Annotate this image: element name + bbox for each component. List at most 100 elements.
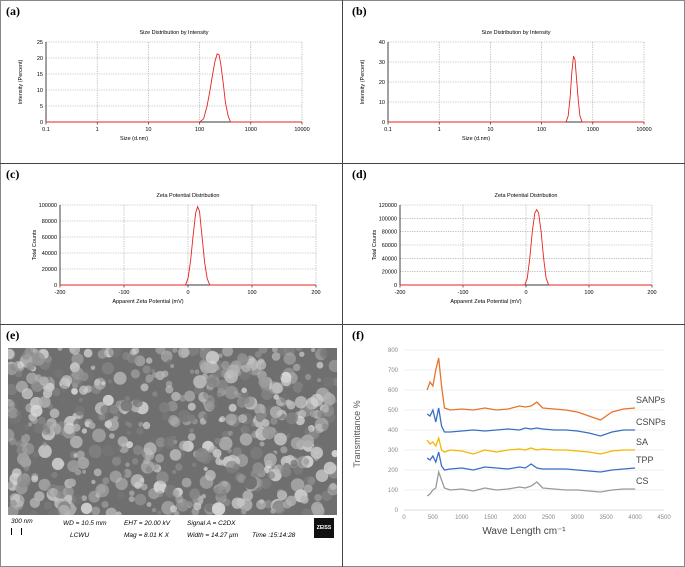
sem-particle bbox=[24, 348, 36, 358]
sem-particle bbox=[172, 489, 180, 497]
sem-particle bbox=[133, 445, 143, 455]
sem-particle bbox=[153, 480, 167, 494]
x-tick-label: 1 bbox=[96, 127, 99, 133]
y-tick-label: 100 bbox=[388, 488, 399, 494]
sem-particle bbox=[254, 403, 266, 416]
sem-particle bbox=[320, 348, 332, 360]
sem-particle bbox=[15, 370, 23, 378]
series-line bbox=[388, 55, 644, 123]
sem-particle bbox=[329, 482, 337, 490]
sem-particle bbox=[16, 361, 24, 369]
sem-signal: Signal A = C2DX bbox=[187, 520, 236, 527]
sem-particle bbox=[203, 388, 215, 401]
sem-particle bbox=[290, 459, 298, 467]
x-tick-label: -200 bbox=[54, 290, 65, 296]
sem-particle bbox=[315, 469, 329, 482]
y-tick-label: 80000 bbox=[382, 230, 397, 236]
x-axis-label: Apparent Zeta Potential (mV) bbox=[450, 299, 521, 305]
sem-particle bbox=[277, 348, 287, 356]
sem-particle bbox=[144, 450, 155, 461]
sem-particle bbox=[305, 373, 312, 381]
y-axis-label: Intensity (Percent) bbox=[18, 60, 24, 105]
y-tick-label: 100000 bbox=[379, 216, 397, 222]
sem-particle bbox=[237, 474, 247, 484]
y-tick-label: 0 bbox=[54, 283, 57, 289]
sem-particle bbox=[88, 422, 96, 429]
sem-particle bbox=[63, 423, 75, 435]
sem-particle bbox=[117, 436, 129, 447]
sem-particle bbox=[323, 461, 337, 475]
sem-particle bbox=[314, 423, 325, 434]
x-tick-label: 0 bbox=[524, 290, 527, 296]
sem-particle bbox=[8, 481, 14, 489]
sem-particle bbox=[163, 436, 177, 450]
sem-particle bbox=[129, 490, 135, 496]
sem-particle bbox=[216, 392, 222, 398]
sem-particle bbox=[307, 476, 316, 485]
sem-particle bbox=[272, 500, 286, 514]
sem-particle bbox=[207, 377, 218, 388]
sem-particle bbox=[310, 393, 324, 407]
sem-particle bbox=[240, 425, 250, 435]
sem-particle bbox=[29, 510, 38, 515]
x-axis-label: Size (d.nm) bbox=[462, 136, 490, 142]
y-tick-label: 60000 bbox=[382, 243, 397, 249]
y-tick-label: 300 bbox=[388, 448, 399, 454]
sem-particle bbox=[193, 502, 202, 511]
sem-particle bbox=[231, 497, 243, 509]
sem-particle bbox=[134, 413, 143, 422]
x-tick-label: 500 bbox=[428, 515, 439, 521]
sem-particle bbox=[221, 360, 230, 370]
y-axis-label: Transmittance % bbox=[352, 400, 362, 467]
sem-particle bbox=[321, 423, 329, 431]
x-axis-label: Wave Length cm⁻¹ bbox=[482, 526, 566, 537]
sem-particle bbox=[17, 452, 30, 466]
sem-particle bbox=[269, 406, 283, 419]
sem-particle bbox=[286, 412, 298, 425]
legend-label-cs: CS bbox=[636, 476, 649, 486]
x-tick-label: 0.1 bbox=[42, 127, 50, 133]
sem-particle bbox=[14, 424, 27, 437]
sem-particle bbox=[282, 499, 292, 509]
sem-particle bbox=[205, 402, 212, 409]
sem-texture bbox=[8, 348, 337, 515]
x-tick-label: 1 bbox=[438, 127, 441, 133]
x-tick-label: 1500 bbox=[484, 515, 498, 521]
sem-particle bbox=[198, 392, 209, 403]
sem-particle bbox=[38, 444, 52, 458]
sem-particle bbox=[145, 374, 154, 383]
sem-particle bbox=[31, 417, 38, 425]
sem-particle bbox=[49, 408, 60, 419]
y-tick-label: 20 bbox=[379, 80, 385, 86]
y-tick-label: 20 bbox=[37, 56, 43, 62]
sem-particle bbox=[184, 390, 196, 402]
sem-particle bbox=[105, 507, 117, 515]
sem-particle bbox=[250, 446, 263, 460]
sem-particle bbox=[311, 501, 324, 514]
y-tick-label: 500 bbox=[388, 408, 399, 414]
sem-particle bbox=[49, 488, 58, 497]
sem-particle bbox=[225, 460, 239, 474]
sem-particle bbox=[252, 462, 265, 474]
y-tick-label: 0 bbox=[394, 283, 397, 289]
sem-particle bbox=[81, 495, 87, 501]
sem-scale-bar bbox=[11, 528, 22, 535]
sem-particle bbox=[239, 433, 253, 446]
sem-particle bbox=[173, 439, 178, 444]
sem-micrograph bbox=[8, 348, 337, 515]
sem-particle bbox=[302, 508, 313, 515]
series-line-cs bbox=[426, 469, 636, 497]
sem-particle bbox=[64, 494, 73, 502]
sem-particle bbox=[113, 415, 119, 422]
sem-particle bbox=[109, 433, 115, 439]
sem-particle bbox=[219, 416, 226, 423]
sem-particle bbox=[315, 406, 321, 412]
sem-particle bbox=[314, 494, 322, 502]
sem-particle bbox=[38, 478, 51, 491]
y-tick-label: 30 bbox=[379, 60, 385, 66]
sem-particle bbox=[113, 371, 127, 385]
sem-particle bbox=[228, 403, 237, 412]
panel-label-f: (f) bbox=[352, 328, 364, 342]
sem-particle bbox=[224, 385, 239, 400]
